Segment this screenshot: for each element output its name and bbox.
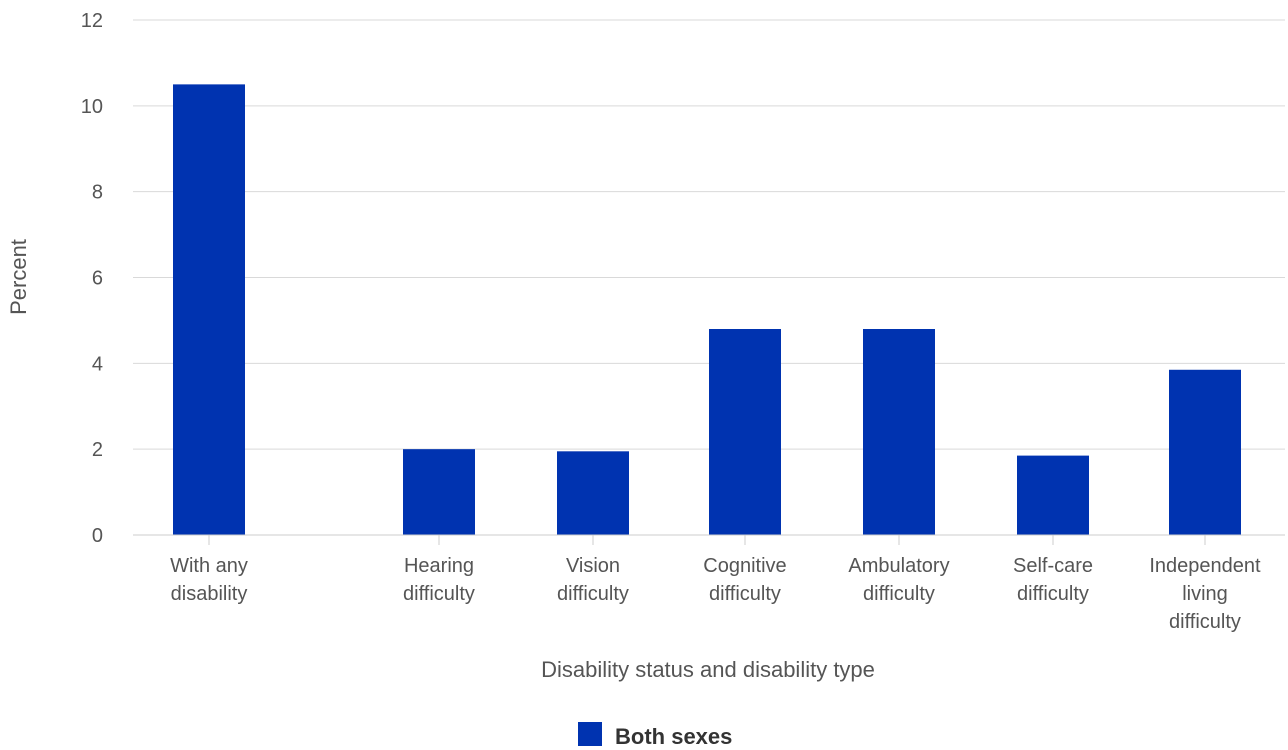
- x-tick-label: Hearing difficulty: [403, 555, 475, 605]
- x-tick-label-line: Vision: [566, 555, 620, 577]
- x-tick-label-line: Hearing: [404, 555, 474, 577]
- y-axis-ticks: 0 2 4 6 8 10 12: [81, 10, 103, 547]
- x-tick-label: Independent living difficulty: [1149, 555, 1261, 633]
- x-tick-label-line: Self-care: [1013, 555, 1093, 577]
- x-tick-label-line: difficulty: [557, 583, 629, 605]
- bar[interactable]: [173, 84, 245, 535]
- x-tick-label-line: Cognitive: [703, 555, 786, 577]
- x-tick-label-line: living: [1182, 583, 1228, 605]
- y-tick-label: 2: [92, 439, 103, 461]
- bar[interactable]: [709, 329, 781, 535]
- bars: [173, 84, 1241, 535]
- x-axis-ticks: [208, 535, 1206, 545]
- x-tick-label-line: difficulty: [403, 583, 475, 605]
- legend[interactable]: Both sexes: [578, 722, 732, 749]
- legend-label: Both sexes: [615, 724, 732, 749]
- x-tick-label-line: difficulty: [1169, 611, 1241, 633]
- x-tick-label: With any disability: [170, 555, 248, 605]
- bar[interactable]: [863, 329, 935, 535]
- y-tick-label: 8: [92, 182, 103, 204]
- x-tick-label-line: difficulty: [863, 583, 935, 605]
- x-tick-label-line: Ambulatory: [848, 555, 949, 577]
- y-tick-label: 4: [92, 353, 103, 375]
- x-tick-label-line: difficulty: [709, 583, 781, 605]
- bar[interactable]: [1017, 455, 1089, 535]
- y-tick-label: 10: [81, 96, 103, 118]
- x-tick-label: Self-care difficulty: [1013, 555, 1093, 605]
- bar[interactable]: [557, 451, 629, 535]
- y-tick-label: 0: [92, 525, 103, 547]
- x-axis-title: Disability status and disability type: [541, 657, 875, 682]
- x-tick-label-line: difficulty: [1017, 583, 1089, 605]
- x-tick-label: Ambulatory difficulty: [848, 555, 949, 605]
- y-tick-label: 6: [92, 268, 103, 290]
- gridlines: [133, 19, 1285, 450]
- x-tick-label-line: With any: [170, 555, 248, 577]
- legend-swatch: [578, 722, 602, 746]
- bar[interactable]: [1169, 369, 1241, 535]
- y-axis-title: Percent: [6, 239, 31, 315]
- y-tick-label: 12: [81, 10, 103, 32]
- x-tick-label-line: disability: [171, 583, 248, 605]
- bar[interactable]: [403, 449, 475, 535]
- x-tick-label: Vision difficulty: [557, 555, 629, 605]
- x-tick-label: Cognitive difficulty: [703, 555, 786, 605]
- x-tick-label-line: Independent: [1149, 555, 1261, 577]
